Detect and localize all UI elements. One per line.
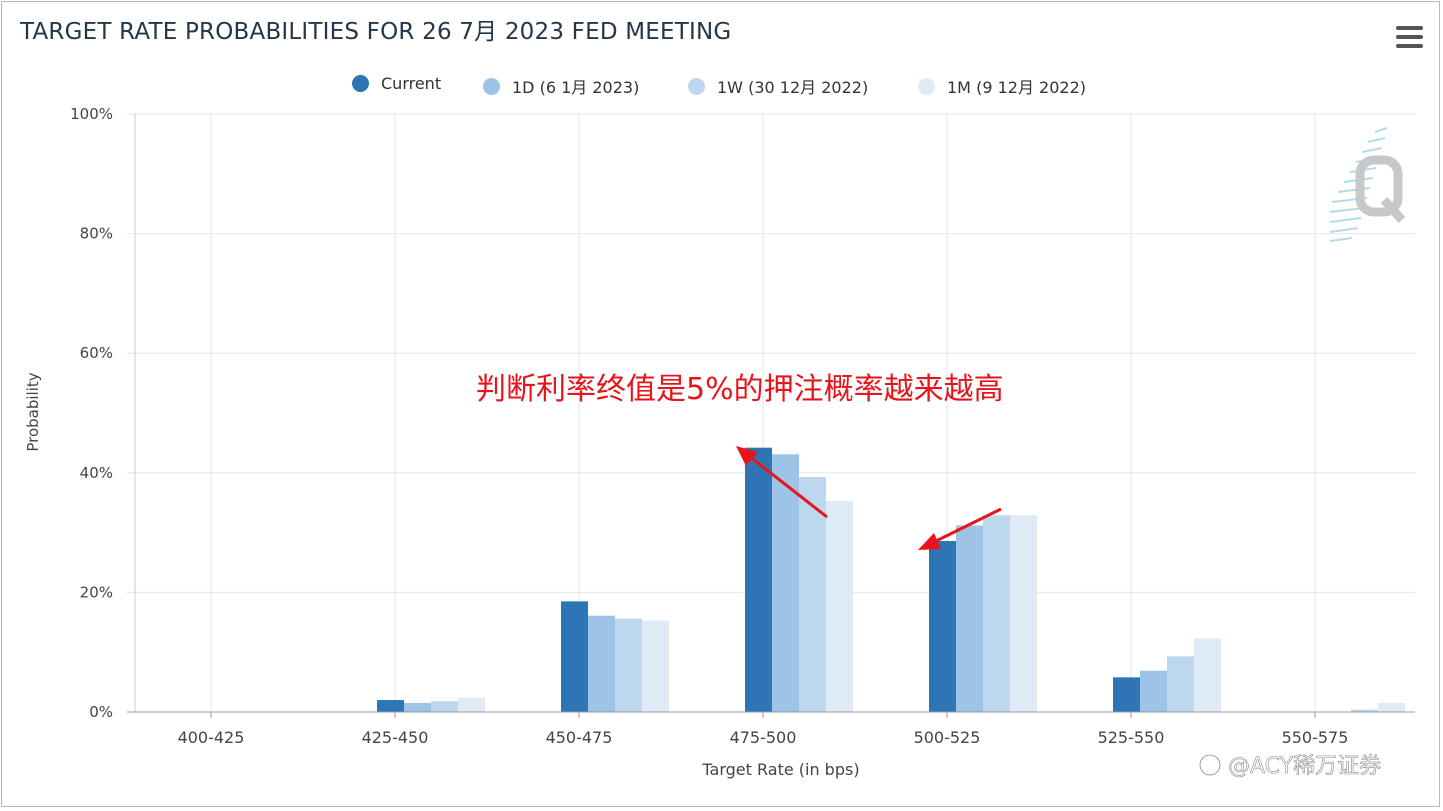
x-tick-label: 425-450 (362, 728, 429, 747)
bar-425-450-1m[interactable] (458, 697, 485, 712)
legend-label: Current (381, 74, 442, 93)
bar-525-550-1d[interactable] (1140, 670, 1167, 712)
y-tick-label: 0% (89, 703, 113, 721)
legend-swatch (352, 75, 369, 92)
x-tick-label: 475-500 (730, 728, 797, 747)
x-tick-label: 525-550 (1098, 728, 1165, 747)
bar-475-500-1w[interactable] (799, 476, 826, 712)
bar-450-475-1d[interactable] (588, 615, 615, 712)
legend-item-current[interactable]: Current (352, 74, 441, 93)
bar-475-500-1d[interactable] (772, 454, 799, 712)
bar-450-475-current[interactable] (561, 601, 588, 712)
x-tick-label: 550-575 (1282, 728, 1349, 747)
bar-500-525-1m[interactable] (1010, 515, 1037, 712)
bar-525-550-1w[interactable] (1167, 656, 1194, 712)
bar-450-475-1w[interactable] (615, 618, 642, 712)
bar-500-525-current[interactable] (929, 540, 956, 712)
x-tick-label: 500-525 (914, 728, 981, 747)
legend-label: 1D (6 1月 2023) (512, 78, 640, 97)
q-logo-icon (1329, 127, 1406, 242)
legend-swatch (918, 77, 935, 95)
bar-425-450-1d[interactable] (404, 703, 431, 712)
bar-500-525-1d[interactable] (956, 525, 983, 712)
x-tick-label: 400-425 (178, 728, 245, 747)
x-axis-label: Target Rate (in bps) (701, 760, 859, 779)
bar-525-550-1m[interactable] (1194, 638, 1221, 712)
y-tick-label: 100% (70, 105, 113, 123)
annotation-text: 判断利率终值是5%的押注概率越来越高 (476, 372, 1004, 407)
y-axis-label: Probability (24, 372, 42, 451)
annotation-arrow-2 (918, 507, 1002, 550)
y-tick-label: 20% (80, 583, 113, 601)
chart-legend: Current 1D (6 1月 2023) 1W (30 12月 2022) … (0, 74, 1443, 98)
axes: 0% 20% 40% 60% 80% 100% 400-425 425-450 450-475 4… (70, 105, 1415, 747)
legend-item-1w[interactable]: 1W (30 12月 2022) (688, 74, 868, 98)
x-tick-label: 450-475 (546, 728, 613, 747)
y-tick-label: 60% (80, 344, 113, 362)
bar-425-450-1w[interactable] (431, 701, 458, 712)
annotation-arrow-1 (736, 446, 828, 519)
legend-label: 1W (30 12月 2022) (717, 78, 869, 97)
chart-title: TARGET RATE PROBABILITIES FOR 26 7月 2023… (20, 19, 732, 45)
bar-450-475-1m[interactable] (642, 620, 669, 712)
hamburger-menu-icon[interactable] (1396, 26, 1423, 48)
bar-550-575-1w[interactable] (1351, 709, 1378, 712)
bar-475-500-current[interactable] (745, 447, 772, 712)
bar-525-550-current[interactable] (1113, 677, 1140, 712)
legend-swatch (688, 77, 705, 95)
legend-label: 1M (9 12月 2022) (947, 78, 1086, 97)
bar-500-525-1w[interactable] (983, 515, 1010, 712)
legend-item-1d[interactable]: 1D (6 1月 2023) (483, 74, 639, 98)
legend-item-1m[interactable]: 1M (9 12月 2022) (918, 74, 1086, 98)
legend-swatch (483, 77, 500, 95)
bar-550-575-1m[interactable] (1378, 703, 1405, 712)
y-tick-label: 80% (80, 225, 113, 243)
y-tick-label: 40% (80, 464, 113, 482)
watermark-text: @ACY稀万证券 (1228, 754, 1381, 779)
bars (377, 447, 1405, 712)
bar-475-500-1m[interactable] (826, 500, 853, 712)
zhihu-logo-icon (1198, 753, 1222, 777)
bar-425-450-current[interactable] (377, 700, 404, 712)
